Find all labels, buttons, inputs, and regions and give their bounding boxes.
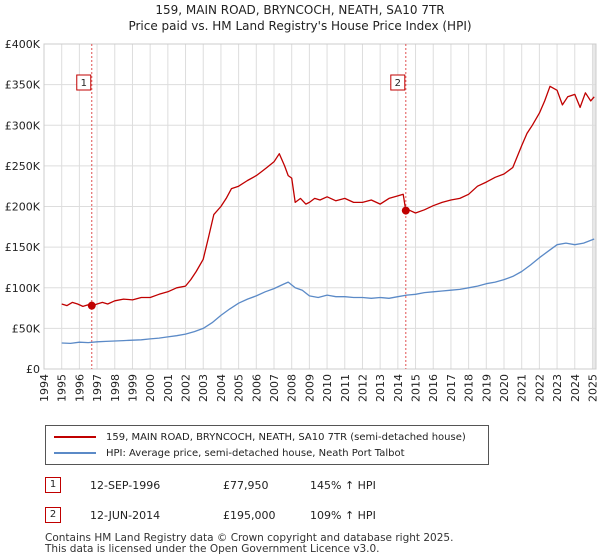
x-tick-label: 2019 bbox=[480, 374, 493, 402]
x-tick-label: 2006 bbox=[250, 374, 263, 402]
hpi-line bbox=[61, 238, 595, 345]
x-tick-label: 1999 bbox=[126, 374, 139, 402]
legend-swatch-property bbox=[54, 436, 96, 438]
x-tick-label: 2009 bbox=[303, 374, 316, 402]
x-tick-label: 2015 bbox=[410, 374, 423, 402]
x-tick-label: 1997 bbox=[91, 374, 104, 402]
transaction-price: £77,950 bbox=[223, 479, 269, 492]
legend-item-hpi: HPI: Average price, semi-detached house,… bbox=[54, 446, 405, 460]
sale-point bbox=[87, 301, 96, 310]
transaction-date: 12-JUN-2014 bbox=[90, 509, 161, 522]
transaction-date: 12-SEP-1996 bbox=[90, 479, 161, 492]
legend-label-hpi: HPI: Average price, semi-detached house,… bbox=[106, 447, 405, 459]
transaction-number: 2 bbox=[45, 507, 61, 523]
plot-border bbox=[43, 43, 597, 370]
footer-copyright: Contains HM Land Registry data © Crown c… bbox=[45, 532, 454, 544]
price-chart: £0 £50K £100K £150K £200K £250K £300K £350K £400… bbox=[5, 38, 600, 402]
x-tick-label: 2005 bbox=[233, 374, 246, 402]
transaction-row: 2 12-JUN-2014 £195,000 109% ↑ HPI bbox=[45, 507, 565, 525]
price-paid-line bbox=[61, 85, 595, 308]
x-tick-label: 2008 bbox=[286, 374, 299, 402]
x-tick-label: 2013 bbox=[374, 374, 387, 402]
marker-box bbox=[390, 74, 406, 91]
footer-licence: This data is licensed under the Open Gov… bbox=[45, 543, 380, 555]
x-tick-label: 2017 bbox=[445, 374, 458, 402]
marker-box bbox=[76, 74, 92, 91]
chart-title: 159, MAIN ROAD, BRYNCOCH, NEATH, SA10 7T… bbox=[155, 3, 445, 17]
x-tick-label: 2004 bbox=[215, 374, 228, 402]
x-tick-label: 2011 bbox=[339, 374, 352, 402]
x-tick-label: 2002 bbox=[180, 374, 193, 402]
footer: Contains HM Land Registry data © Crown c… bbox=[45, 533, 453, 555]
transaction-number: 1 bbox=[45, 477, 61, 493]
x-tick-label: 2014 bbox=[392, 374, 405, 402]
x-tick-label: 1998 bbox=[109, 374, 122, 402]
x-tick-label: 2001 bbox=[162, 374, 175, 402]
legend: 159, MAIN ROAD, BRYNCOCH, NEATH, SA10 7T… bbox=[45, 425, 489, 465]
x-tick-label: 2023 bbox=[551, 374, 564, 402]
legend-swatch-hpi bbox=[54, 452, 96, 454]
x-tick-label: 2024 bbox=[569, 374, 582, 402]
x-tick-label: 2016 bbox=[427, 374, 440, 402]
x-tick-label: 2018 bbox=[463, 374, 476, 402]
marker-label: 2 bbox=[395, 78, 401, 89]
x-tick-label: 2000 bbox=[144, 374, 157, 402]
y-tick-label: £300K bbox=[5, 119, 41, 132]
x-tick-label: 2007 bbox=[268, 374, 281, 402]
y-tick-label: £200K bbox=[5, 201, 41, 214]
x-tick-label: 2003 bbox=[197, 374, 210, 402]
sale-point bbox=[401, 206, 410, 215]
transaction-hpi: 109% ↑ HPI bbox=[310, 509, 376, 522]
x-tick-label: 1995 bbox=[56, 374, 69, 402]
legend-item-property: 159, MAIN ROAD, BRYNCOCH, NEATH, SA10 7T… bbox=[54, 430, 466, 444]
y-tick-label: £50K bbox=[12, 322, 41, 335]
x-tick-label: 2022 bbox=[533, 374, 546, 402]
legend-label-property: 159, MAIN ROAD, BRYNCOCH, NEATH, SA10 7T… bbox=[106, 431, 466, 443]
x-tick-label: 2010 bbox=[321, 374, 334, 402]
marker-label: 1 bbox=[81, 78, 87, 89]
y-tick-label: £150K bbox=[5, 241, 41, 254]
x-tick-label: 1994 bbox=[38, 374, 51, 402]
x-tick-label: 2012 bbox=[356, 374, 369, 402]
y-tick-label: £100K bbox=[5, 282, 41, 295]
x-tick-label: 2021 bbox=[516, 374, 529, 402]
transaction-hpi: 145% ↑ HPI bbox=[310, 479, 376, 492]
y-tick-label: £0 bbox=[26, 363, 40, 376]
x-tick-label: 2025 bbox=[586, 374, 599, 402]
x-tick-label: 2020 bbox=[498, 374, 511, 402]
x-tick-label: 1996 bbox=[73, 374, 86, 402]
y-tick-label: £400K bbox=[5, 38, 41, 51]
transaction-row: 1 12-SEP-1996 £77,950 145% ↑ HPI bbox=[45, 477, 565, 495]
chart-subtitle: Price paid vs. HM Land Registry's House … bbox=[128, 19, 472, 33]
y-tick-label: £350K bbox=[5, 79, 41, 92]
transaction-price: £195,000 bbox=[223, 509, 276, 522]
y-tick-label: £250K bbox=[5, 160, 41, 173]
